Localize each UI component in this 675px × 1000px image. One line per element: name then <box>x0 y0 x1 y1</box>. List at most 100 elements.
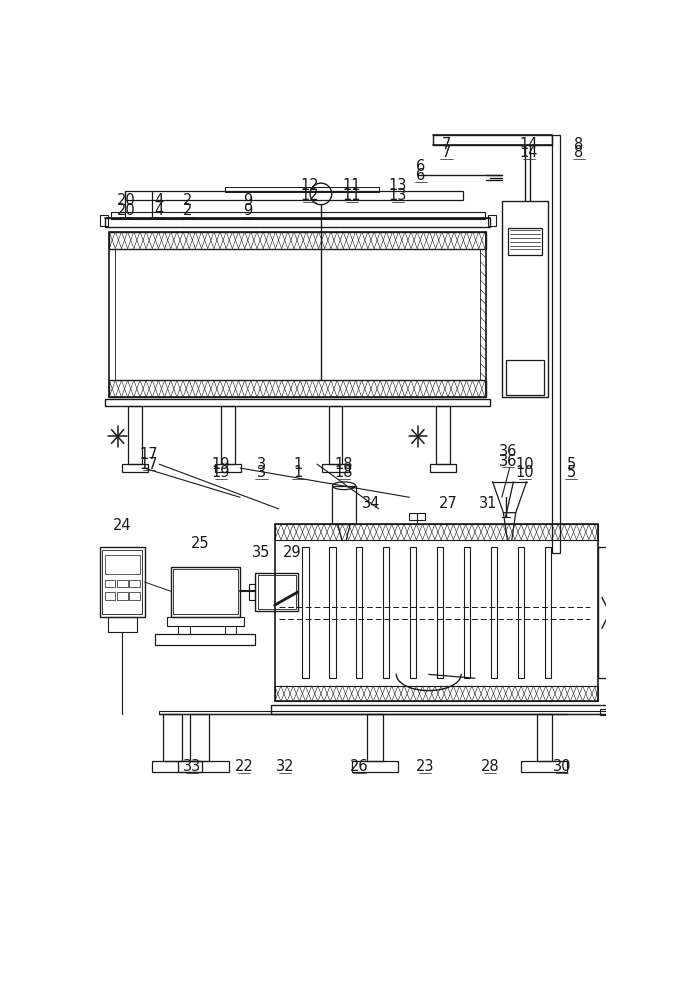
Text: 20: 20 <box>117 193 136 208</box>
Bar <box>115 249 481 380</box>
Text: 2: 2 <box>183 203 192 218</box>
Text: 20: 20 <box>117 203 136 218</box>
Text: 13: 13 <box>389 188 407 203</box>
Bar <box>129 580 140 587</box>
Bar <box>167 617 244 626</box>
Bar <box>275 524 598 701</box>
Bar <box>302 547 308 678</box>
Bar <box>410 547 416 678</box>
Bar <box>249 584 255 600</box>
Bar <box>117 580 128 587</box>
Text: 36: 36 <box>499 444 517 459</box>
Text: 33: 33 <box>183 759 201 774</box>
Text: 29: 29 <box>283 545 302 560</box>
Text: 34: 34 <box>362 496 380 511</box>
Text: 5: 5 <box>566 457 576 472</box>
Bar <box>159 711 618 714</box>
Bar <box>178 626 190 634</box>
Bar <box>275 524 598 540</box>
Bar <box>508 228 542 255</box>
Bar <box>105 555 140 574</box>
Bar <box>173 569 238 614</box>
Text: 27: 27 <box>439 496 458 511</box>
Bar <box>107 617 137 632</box>
Bar <box>545 547 551 678</box>
Bar <box>518 547 524 678</box>
Text: 32: 32 <box>275 759 294 774</box>
Text: 18: 18 <box>335 457 353 472</box>
Bar <box>329 406 342 464</box>
Bar <box>323 464 348 472</box>
Bar <box>109 232 487 397</box>
Bar <box>275 686 598 701</box>
Bar <box>105 399 490 406</box>
Bar <box>352 761 398 772</box>
Bar <box>109 232 487 249</box>
Bar <box>506 360 544 395</box>
Bar <box>598 547 621 678</box>
Text: 18: 18 <box>335 465 353 480</box>
Bar <box>105 592 115 600</box>
Bar <box>155 634 255 645</box>
Text: 24: 24 <box>113 518 132 533</box>
Text: 11: 11 <box>342 188 361 203</box>
Text: 14: 14 <box>520 137 538 152</box>
Bar <box>329 547 335 678</box>
Bar <box>100 215 107 226</box>
Bar <box>255 573 298 611</box>
Text: 8: 8 <box>574 137 583 152</box>
Text: 10: 10 <box>516 465 535 480</box>
Bar <box>215 464 241 472</box>
Text: 6: 6 <box>416 159 426 174</box>
Bar <box>111 212 485 219</box>
Bar <box>491 547 497 678</box>
Text: 14: 14 <box>520 145 538 160</box>
Bar <box>122 464 148 472</box>
Text: 9: 9 <box>243 193 252 208</box>
Bar <box>129 592 140 600</box>
Bar <box>163 714 182 761</box>
Text: 9: 9 <box>243 203 252 218</box>
Bar <box>221 406 235 464</box>
Text: 4: 4 <box>155 203 164 218</box>
Text: 19: 19 <box>211 465 230 480</box>
Bar <box>102 550 142 614</box>
Bar <box>430 464 456 472</box>
Bar <box>537 714 552 761</box>
Bar <box>100 547 144 617</box>
Text: 7: 7 <box>441 145 451 160</box>
Text: 1: 1 <box>293 457 302 472</box>
Text: 17: 17 <box>140 447 159 462</box>
Text: 36: 36 <box>499 454 517 469</box>
Bar <box>190 714 209 761</box>
Bar <box>367 714 383 761</box>
Text: 3: 3 <box>257 457 266 472</box>
Bar <box>383 547 389 678</box>
Text: 19: 19 <box>211 457 230 472</box>
Bar <box>521 761 567 772</box>
Bar <box>488 215 495 226</box>
Bar <box>258 575 296 609</box>
Text: 1: 1 <box>293 465 302 480</box>
Text: 22: 22 <box>234 759 253 774</box>
Text: 26: 26 <box>350 759 369 774</box>
Bar <box>433 135 552 145</box>
Text: 8: 8 <box>574 145 583 160</box>
Text: 10: 10 <box>516 457 535 472</box>
Text: 13: 13 <box>389 178 407 193</box>
Text: 5: 5 <box>566 465 576 480</box>
Text: 12: 12 <box>300 188 319 203</box>
Bar <box>125 191 463 200</box>
Bar <box>225 626 236 634</box>
Text: 3: 3 <box>257 465 266 480</box>
Text: 31: 31 <box>479 496 497 511</box>
Bar <box>109 380 487 397</box>
Bar <box>437 406 450 464</box>
Bar <box>225 187 379 192</box>
Bar <box>105 580 115 587</box>
Text: 6: 6 <box>416 168 426 183</box>
Text: 7: 7 <box>441 137 451 152</box>
Text: 28: 28 <box>481 759 500 774</box>
Bar <box>552 135 560 553</box>
Bar <box>502 201 548 397</box>
